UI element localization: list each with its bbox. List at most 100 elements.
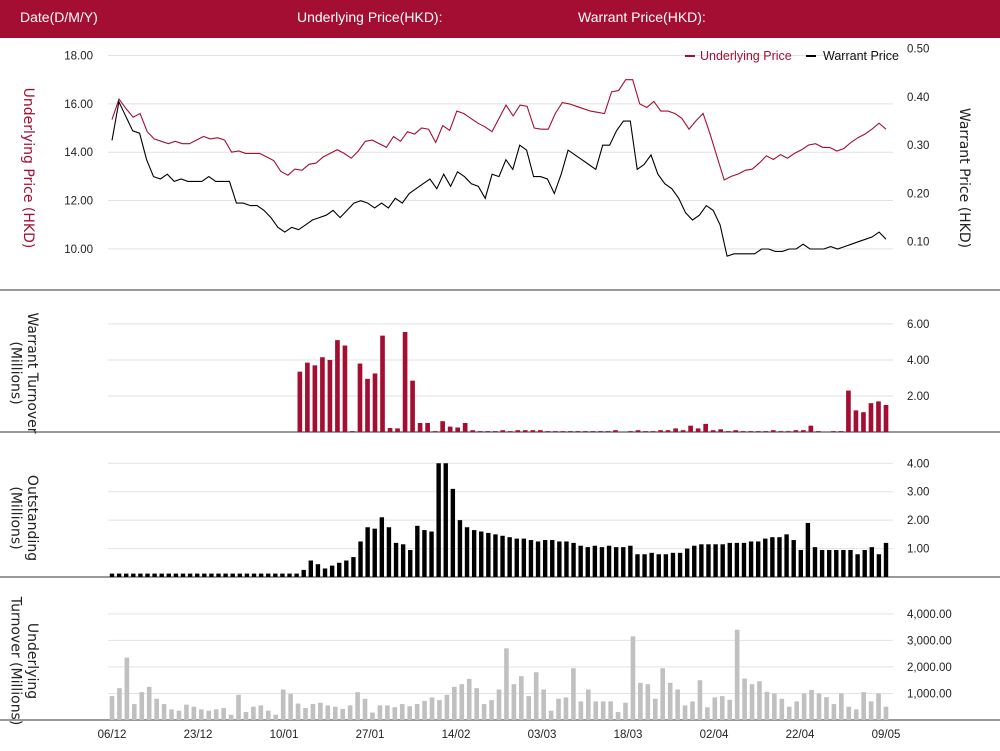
warrant-turnover-bar [432,431,438,432]
underlying-turnover-bar [124,657,130,720]
outstanding-bar [507,537,512,577]
right-y-tick-label: 0.50 [907,44,929,56]
warrant-turnover-bar [838,431,844,432]
left-y-tick-label: 14.00 [64,147,93,159]
underlying-turnover-bar [303,708,308,720]
outstanding-bar [187,573,193,577]
warrant-turnover-bar [801,430,806,432]
warrant-turnover-bar [680,430,686,432]
outstanding-bar [500,535,505,577]
date-label: Date(D/M/Y) [20,9,98,25]
x-tick-label: 09/05 [872,729,901,741]
x-tick-label: 02/04 [700,729,729,741]
outstanding-bar [656,554,661,577]
outstanding-bar [166,573,172,577]
warrant-turnover-bar [312,365,318,432]
underlying-turnover-bar [228,714,234,720]
outstanding-y-tick-label: 4.00 [907,458,929,470]
underlying-turnover-bar [615,712,621,720]
underlying-turnover-bar [347,705,353,720]
legend-underlying-label: Underlying Price [700,49,792,63]
underlying-turnover-bar [154,698,159,720]
warrant-turnover-bar [755,431,761,432]
outstanding-bar [315,564,321,577]
warrant-turnover-bar [665,430,671,432]
outstanding-bar [677,552,683,577]
underlying-turnover-bar [593,701,599,720]
warrant-turnover-bar [462,422,468,432]
outstanding-bar [337,562,342,577]
warrant-turnover-bar [342,345,348,432]
underlying-turnover-bar [191,706,197,720]
warrant-turnover-bar [305,362,310,432]
outstanding-bar [408,549,413,577]
warrant-turnover-y-tick-label: 4.00 [907,355,929,367]
warrant-turnover-y-tick-label: 6.00 [907,319,929,331]
outstanding-bar [727,542,732,577]
outstanding-bar [486,532,491,577]
warrant-turnover-bar [350,431,355,432]
outstanding-bar [748,541,754,577]
outstanding-bar [528,540,534,577]
warrant-turnover-bar [793,430,799,432]
warrant-turnover-bar [598,431,603,432]
outstanding-bar [557,541,562,577]
outstanding-bar [663,554,669,577]
underlying-turnover-bar [883,706,889,720]
underlying-turnover-bar [839,693,844,720]
underlying-turnover-bar [407,706,412,720]
warrant-turnover-bar [568,431,573,432]
underlying-turnover-bar [719,696,725,720]
warrant-turnover-bar [853,410,859,432]
underlying-turnover-bar [608,701,613,720]
warrant-turnover-bar [725,431,731,432]
underlying-turnover-bars [109,629,889,720]
warrant-turnover-bar [455,427,460,432]
warrant-turnover-bar [335,340,340,432]
outstanding-bar [706,544,711,577]
warrant-turnover-axis-title: Warrant Turnover(Millions) [7,312,40,433]
outstanding-bar [152,573,157,577]
underlying-turnover-bar [809,690,814,720]
outstanding-bar [535,541,541,577]
outstanding-bar [834,549,839,577]
outstanding-bar [798,549,803,577]
underlying-turnover-bar [325,705,331,720]
outstanding-bar [450,488,456,577]
outstanding-bar [635,554,640,577]
underlying-turnover-bar [265,710,271,720]
underlying-turnover-bar [697,680,703,720]
underlying-turnover-bar [816,693,822,720]
underlying-turnover-bar [630,636,636,720]
outstanding-bar [734,542,740,577]
outstanding-bar [642,554,647,577]
underlying-turnover-bar [422,700,427,720]
underlying-turnover-bar [444,694,450,720]
outstanding-bar [862,549,867,577]
warrant-turnover-bar [372,373,378,432]
underlying-turnover-bar [727,699,733,720]
outstanding-bar [202,573,207,577]
outstanding-bar [812,547,818,577]
warrant-turnover-bar [447,426,453,432]
outstanding-bar [720,544,725,577]
outstanding-axis-title: Outstanding(Millions) [7,475,40,561]
warrant-turnover-bar [575,431,581,432]
underlying-turnover-bar [645,684,651,720]
outstanding-bar [393,542,399,577]
left-y-tick-label: 10.00 [64,244,93,256]
outstanding-bar [592,545,598,577]
warrant-turnover-gridlines [108,323,893,397]
outstanding-bar [791,540,796,577]
underlying-turnover-bar [355,692,360,720]
underlying-turnover-bar [526,696,532,720]
underlying-turnover-bar [414,704,420,720]
warrant-turnover-bar [590,431,596,432]
outstanding-bar [493,534,498,577]
underlying-turnover-bar [571,668,576,720]
underlying-turnover-bar [578,701,584,720]
underlying-turnover-bar [429,697,435,720]
outstanding-bar [244,573,250,577]
warrant-turnover-bar [327,359,333,432]
warrant-turnover-bar [425,422,430,432]
